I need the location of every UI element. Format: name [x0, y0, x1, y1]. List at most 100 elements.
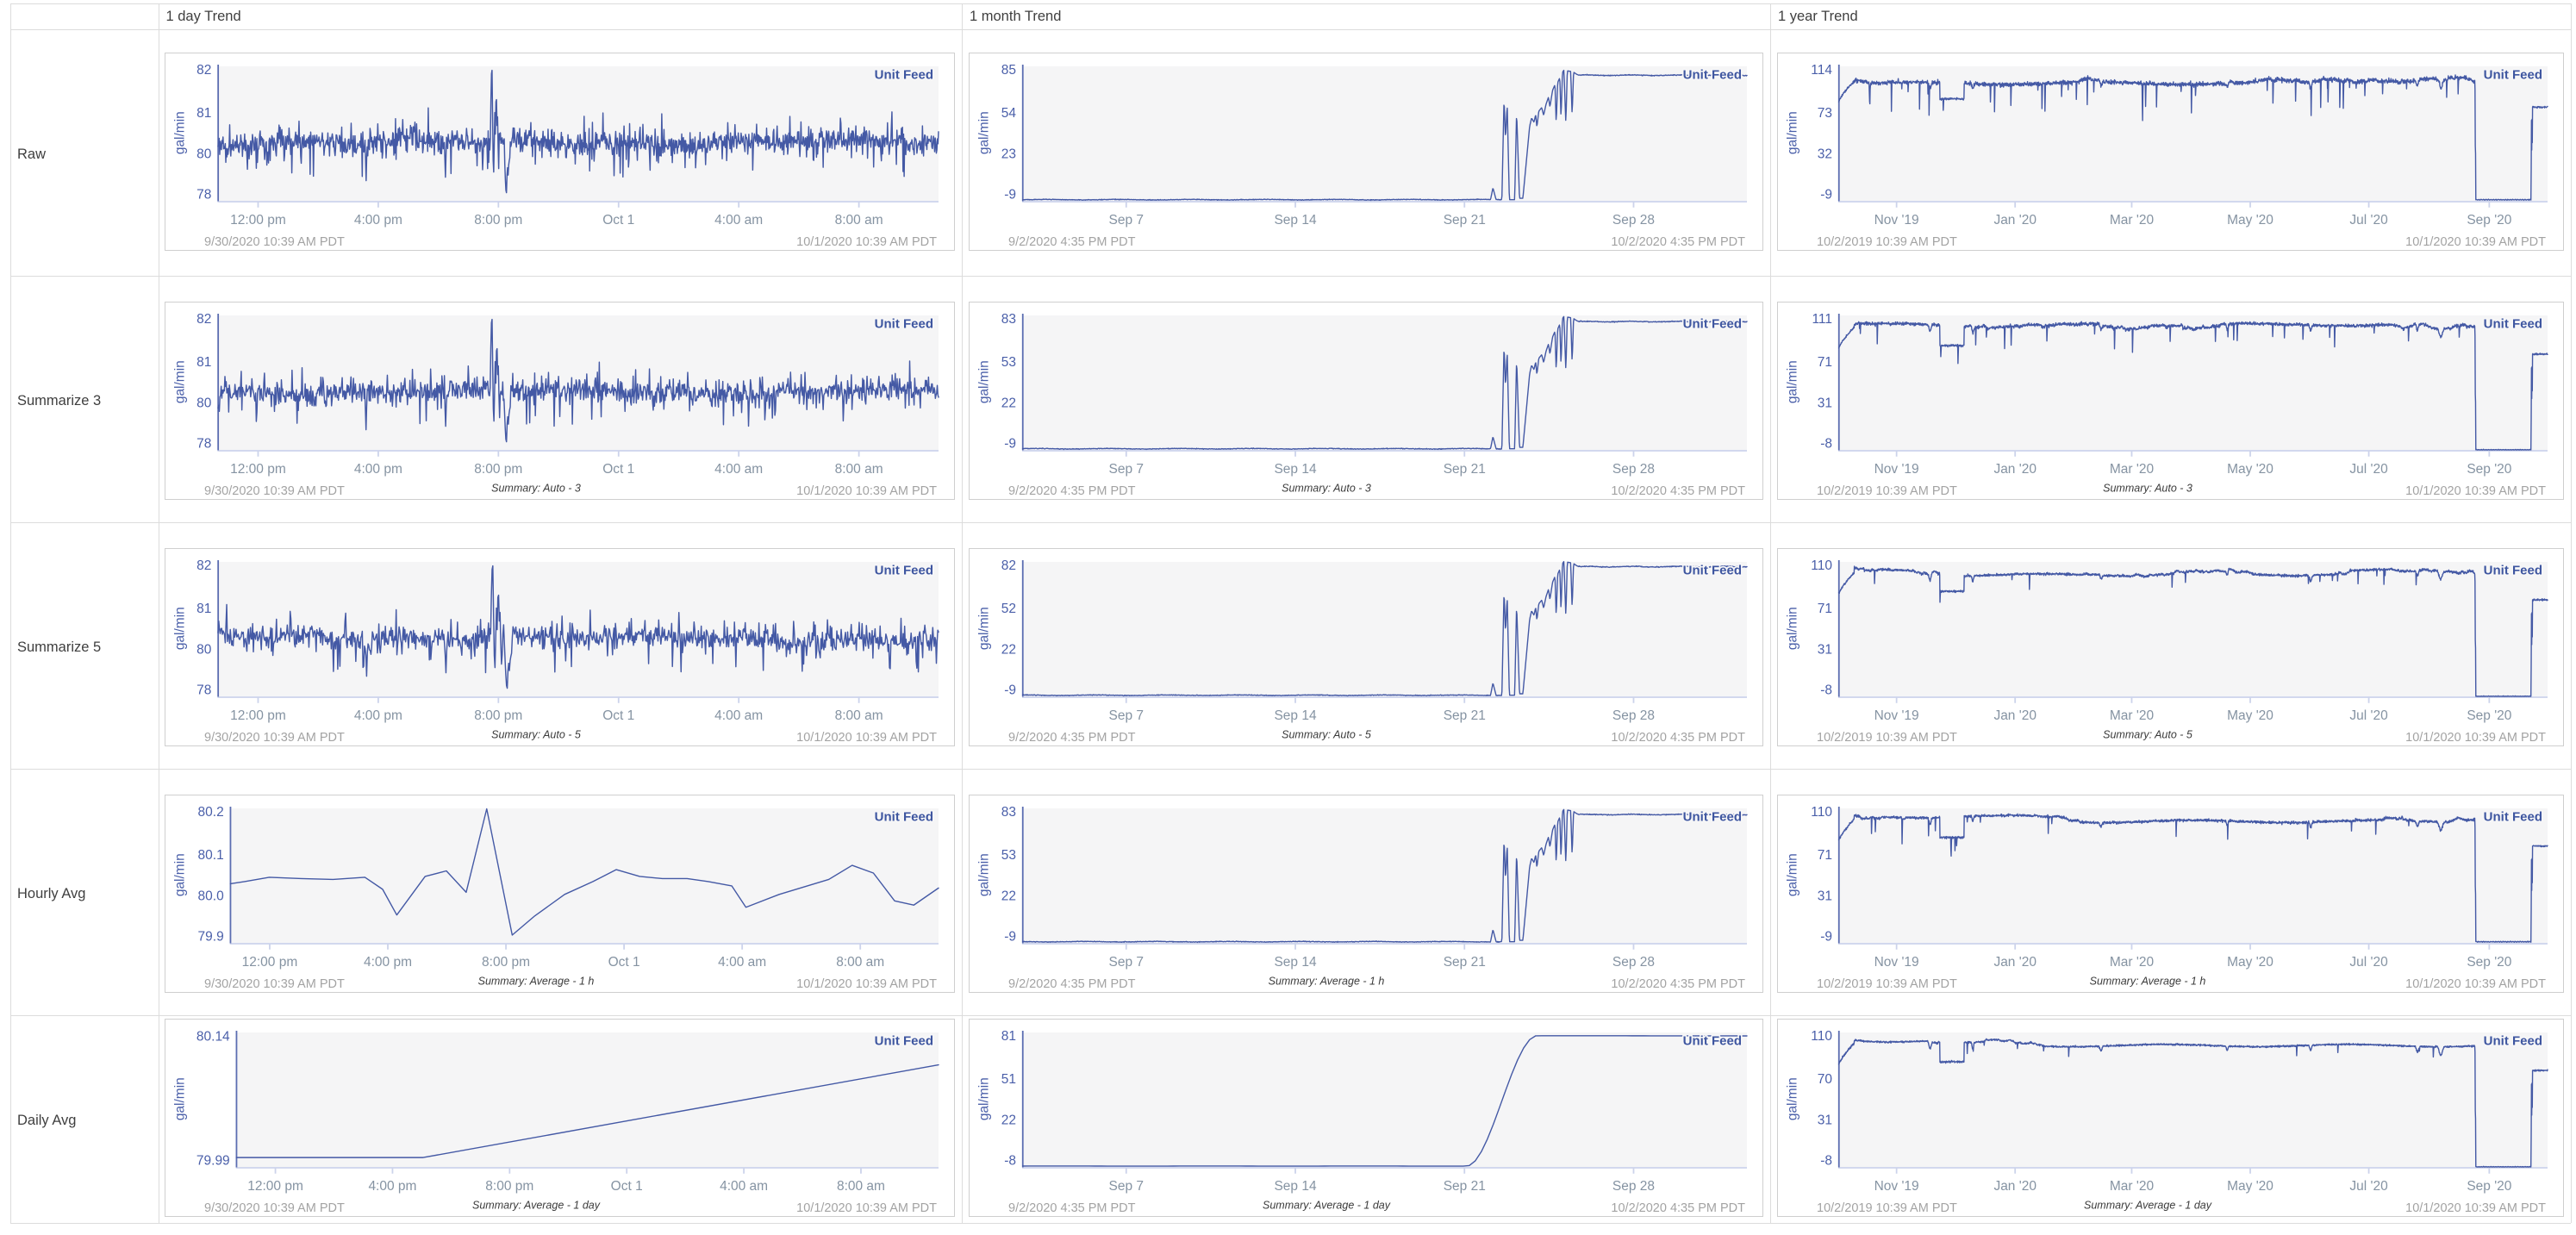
svg-text:9/30/2020 10:39 AM PDT: 9/30/2020 10:39 AM PDT [204, 235, 345, 249]
svg-text:gal/min: gal/min [977, 1077, 992, 1120]
svg-text:73: 73 [1818, 106, 1832, 121]
svg-text:81: 81 [196, 106, 211, 121]
svg-text:Jan '20: Jan '20 [1994, 462, 2037, 477]
svg-text:4:00 am: 4:00 am [714, 462, 763, 477]
svg-text:71: 71 [1818, 355, 1832, 370]
svg-text:Unit Feed: Unit Feed [2484, 1034, 2542, 1049]
svg-text:22: 22 [1001, 642, 1016, 657]
svg-text:32: 32 [1818, 147, 1832, 161]
svg-text:10/1/2020 10:39 AM PDT: 10/1/2020 10:39 AM PDT [2405, 1201, 2546, 1215]
svg-text:78: 78 [196, 683, 211, 697]
svg-text:gal/min: gal/min [173, 360, 188, 403]
svg-text:12:00 pm: 12:00 pm [230, 462, 286, 477]
svg-text:gal/min: gal/min [1786, 607, 1800, 650]
svg-text:9/2/2020 4:35 PM PDT: 9/2/2020 4:35 PM PDT [1008, 484, 1136, 498]
svg-text:10/2/2019 10:39 AM PDT: 10/2/2019 10:39 AM PDT [1817, 1201, 1957, 1215]
svg-text:4:00 am: 4:00 am [718, 955, 766, 970]
svg-text:gal/min: gal/min [1786, 111, 1800, 154]
svg-text:-9: -9 [1005, 683, 1017, 697]
svg-text:80.2: 80.2 [198, 805, 224, 820]
svg-text:Summary: Auto - 3: Summary: Auto - 3 [1282, 482, 1372, 494]
svg-text:9/30/2020 10:39 AM PDT: 9/30/2020 10:39 AM PDT [204, 484, 345, 498]
svg-text:Summary: Average - 1 h: Summary: Average - 1 h [1269, 975, 1385, 987]
svg-text:80: 80 [196, 642, 212, 657]
svg-text:4:00 pm: 4:00 pm [354, 213, 402, 228]
svg-text:Sep 28: Sep 28 [1612, 462, 1655, 477]
svg-text:Summary: Auto - 3: Summary: Auto - 3 [2103, 482, 2192, 494]
svg-text:12:00 pm: 12:00 pm [248, 1179, 304, 1194]
svg-text:Unit Feed: Unit Feed [1683, 809, 1742, 824]
svg-text:Jan '20: Jan '20 [1994, 1179, 2037, 1194]
svg-text:Mar '20: Mar '20 [2110, 213, 2155, 228]
svg-text:53: 53 [1001, 355, 1016, 370]
svg-text:8:00 am: 8:00 am [836, 955, 884, 970]
svg-text:81: 81 [1001, 1029, 1016, 1044]
svg-text:Mar '20: Mar '20 [2110, 708, 2155, 723]
svg-text:80.0: 80.0 [198, 889, 225, 903]
svg-text:gal/min: gal/min [173, 853, 188, 896]
svg-text:Summary: Auto - 5: Summary: Auto - 5 [491, 728, 581, 740]
svg-text:22: 22 [1001, 396, 1016, 410]
svg-text:9/30/2020 10:39 AM PDT: 9/30/2020 10:39 AM PDT [204, 1201, 345, 1215]
svg-text:Sep 28: Sep 28 [1612, 1179, 1655, 1194]
svg-text:gal/min: gal/min [173, 1077, 188, 1120]
svg-text:gal/min: gal/min [977, 853, 992, 896]
svg-text:81: 81 [196, 355, 211, 370]
svg-text:10/1/2020 10:39 AM PDT: 10/1/2020 10:39 AM PDT [796, 977, 937, 991]
svg-text:81: 81 [196, 602, 211, 616]
svg-text:71: 71 [1818, 602, 1832, 616]
svg-text:82: 82 [1001, 558, 1016, 573]
svg-text:4:00 pm: 4:00 pm [364, 955, 412, 970]
svg-text:22: 22 [1001, 1113, 1016, 1127]
svg-text:Sep 21: Sep 21 [1444, 708, 1486, 723]
svg-text:Unit Feed: Unit Feed [1683, 316, 1742, 331]
svg-text:Sep 7: Sep 7 [1109, 955, 1145, 970]
svg-text:gal/min: gal/min [977, 607, 992, 650]
svg-text:4:00 pm: 4:00 pm [354, 708, 402, 723]
svg-text:12:00 pm: 12:00 pm [242, 955, 298, 970]
svg-text:Nov '19: Nov '19 [1874, 708, 1919, 723]
svg-text:Unit Feed: Unit Feed [2484, 809, 2542, 824]
svg-text:10/2/2020 4:35 PM PDT: 10/2/2020 4:35 PM PDT [1612, 731, 1746, 745]
svg-text:Unit Feed: Unit Feed [2484, 316, 2542, 331]
svg-text:78: 78 [196, 436, 211, 451]
svg-text:Summary: Average - 1 h: Summary: Average - 1 h [2090, 975, 2206, 987]
svg-text:10/1/2020 10:39 AM PDT: 10/1/2020 10:39 AM PDT [2405, 977, 2546, 991]
svg-text:79.9: 79.9 [198, 929, 224, 944]
svg-text:Mar '20: Mar '20 [2110, 1179, 2155, 1194]
svg-text:Sep 14: Sep 14 [1275, 213, 1318, 228]
svg-text:Sep '20: Sep '20 [2467, 213, 2512, 228]
svg-text:79.99: 79.99 [196, 1154, 230, 1169]
svg-text:Sep '20: Sep '20 [2467, 955, 2512, 970]
svg-text:Summary: Auto - 5: Summary: Auto - 5 [1282, 728, 1372, 740]
svg-text:110: 110 [1812, 805, 1833, 820]
svg-text:gal/min: gal/min [1786, 853, 1800, 896]
svg-text:Nov '19: Nov '19 [1874, 1179, 1919, 1194]
svg-text:-8: -8 [1821, 1154, 1833, 1169]
svg-text:12:00 pm: 12:00 pm [230, 708, 286, 723]
svg-text:-9: -9 [1005, 188, 1017, 203]
svg-text:80: 80 [196, 396, 212, 410]
svg-text:Unit Feed: Unit Feed [875, 563, 933, 577]
svg-text:Unit Feed: Unit Feed [1683, 68, 1742, 83]
svg-text:Jan '20: Jan '20 [1994, 708, 2037, 723]
svg-text:gal/min: gal/min [977, 111, 992, 154]
svg-text:10/2/2020 4:35 PM PDT: 10/2/2020 4:35 PM PDT [1612, 235, 1746, 249]
svg-text:111: 111 [1812, 312, 1833, 327]
svg-text:10/2/2020 4:35 PM PDT: 10/2/2020 4:35 PM PDT [1612, 977, 1746, 991]
svg-text:8:00 am: 8:00 am [835, 462, 883, 477]
svg-text:May '20: May '20 [2227, 213, 2273, 228]
svg-text:82: 82 [196, 312, 211, 327]
svg-text:May '20: May '20 [2227, 1179, 2273, 1194]
svg-text:8:00 pm: 8:00 pm [475, 213, 523, 228]
svg-text:52: 52 [1001, 602, 1016, 616]
svg-text:80: 80 [196, 147, 212, 161]
svg-text:Unit Feed: Unit Feed [875, 316, 933, 331]
svg-text:9/2/2020 4:35 PM PDT: 9/2/2020 4:35 PM PDT [1008, 731, 1136, 745]
svg-text:Sep 7: Sep 7 [1109, 213, 1145, 228]
svg-text:12:00 pm: 12:00 pm [230, 213, 286, 228]
svg-text:Oct 1: Oct 1 [603, 708, 635, 723]
svg-text:4:00 pm: 4:00 pm [369, 1179, 417, 1194]
svg-text:-9: -9 [1821, 188, 1833, 203]
svg-text:9/30/2020 10:39 AM PDT: 9/30/2020 10:39 AM PDT [204, 977, 345, 991]
